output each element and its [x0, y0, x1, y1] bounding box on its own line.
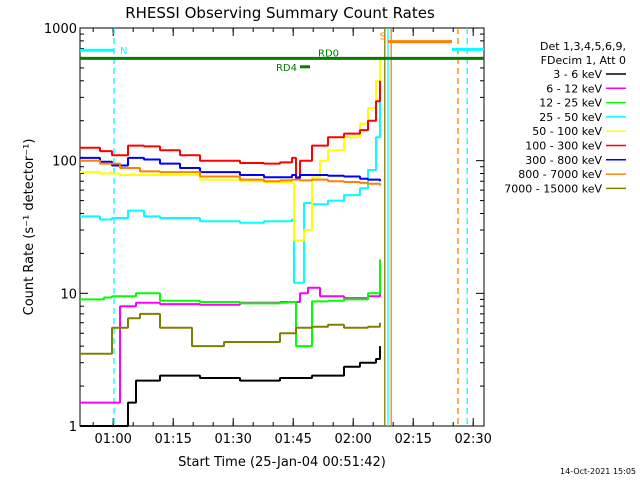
legend-label: 3 - 6 keV — [553, 68, 602, 81]
footer-timestamp: 14-Oct-2021 15:05 — [560, 467, 636, 476]
x-axis-label: Start Time (25-Jan-04 00:51:42) — [178, 455, 386, 470]
y-tick-label: 1000 — [44, 22, 77, 37]
series-line-5 — [80, 57, 381, 242]
chart-title: RHESSI Observing Summary Count Rates — [125, 4, 435, 22]
annotation-label: RD0 — [318, 48, 339, 59]
legend-label: 7000 - 15000 keV — [504, 182, 602, 195]
legend-label: 800 - 7000 keV — [518, 168, 602, 181]
legend-label: 25 - 50 keV — [539, 111, 602, 124]
y-tick-label: 10 — [60, 287, 77, 302]
series-line-4 — [80, 97, 381, 284]
y-axis: 1 10 100 1000 — [44, 22, 484, 435]
flag-annotations: N RD0 RD4 S — [80, 32, 484, 74]
series-line-6 — [80, 80, 381, 179]
series-line-2 — [80, 266, 381, 404]
series-line-1 — [80, 346, 381, 427]
data-series — [80, 57, 381, 427]
y-tick-label: 1 — [69, 420, 77, 435]
legend-label: 300 - 800 keV — [525, 154, 602, 167]
series-line-7 — [80, 156, 381, 182]
x-tick-label: 02:30 — [454, 432, 491, 447]
x-tick-label: 01:15 — [154, 432, 191, 447]
x-tick-label: 02:15 — [394, 432, 431, 447]
x-tick-label: 01:30 — [214, 432, 251, 447]
legend-label: 6 - 12 keV — [546, 82, 602, 95]
annotation-label: S — [380, 32, 386, 43]
legend-label: 100 - 300 keV — [525, 140, 602, 153]
vertical-markers — [113, 28, 468, 426]
annotation-label: N — [120, 46, 127, 57]
series-line-8 — [80, 159, 381, 186]
series-line-3 — [80, 259, 381, 348]
x-axis: 01:00 01:15 01:30 01:45 02:00 02:15 02:30 — [92, 28, 492, 447]
legend-header-line-1: Det 1,3,4,5,6,9, — [540, 40, 626, 53]
legend-label: 12 - 25 keV — [539, 97, 602, 110]
legend: Det 1,3,4,5,6,9, FDecim 1, Att 0 3 - 6 k… — [504, 40, 626, 195]
y-tick-label: 100 — [52, 155, 77, 170]
legend-header-line-2: FDecim 1, Att 0 — [541, 54, 626, 67]
annotation-label: RD4 — [276, 63, 297, 74]
series-line-9 — [80, 312, 381, 355]
x-tick-label: 02:00 — [334, 432, 371, 447]
x-tick-label: 01:00 — [94, 432, 131, 447]
y-axis-label: Count Rate (s⁻¹ detector⁻¹) — [22, 139, 37, 316]
plot-frame — [79, 27, 485, 427]
legend-label: 50 - 100 keV — [532, 125, 602, 138]
x-tick-label: 01:45 — [274, 432, 311, 447]
